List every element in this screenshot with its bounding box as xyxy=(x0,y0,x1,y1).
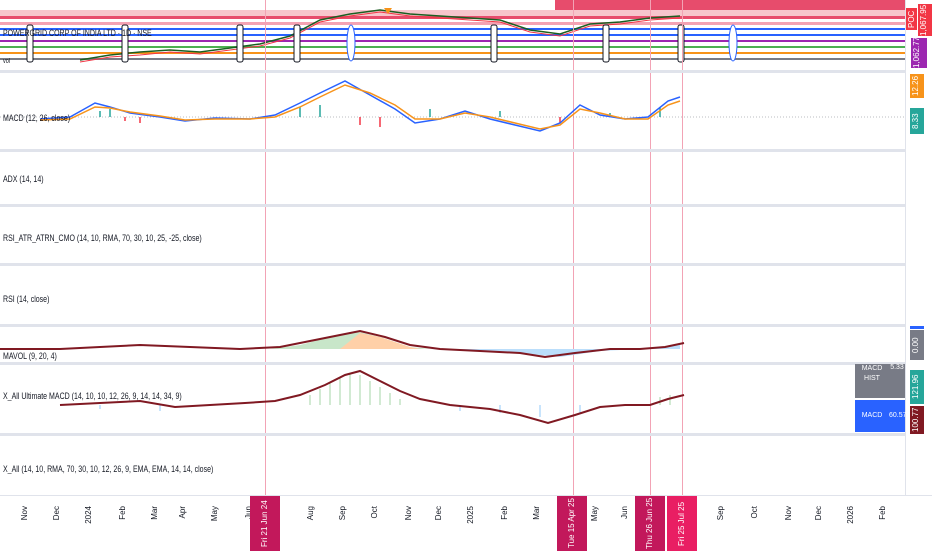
mavol-pane[interactable]: MAVOL (9, 20, 4) xyxy=(0,327,905,362)
time-axis-tick: Mar xyxy=(150,506,159,520)
rsi-atr-title: RSI_ATR_ATRN_CMO (14, 10, RMA, 70, 30, 1… xyxy=(3,233,202,243)
date-line-jun24 xyxy=(265,0,266,495)
time-axis-tick: Sep xyxy=(338,506,347,521)
rsi-pane[interactable]: RSI (14, close) xyxy=(0,266,905,324)
macd-tag-2: 8.33 xyxy=(910,108,924,134)
time-axis-tick: Dec xyxy=(814,506,823,521)
date-line-apr25 xyxy=(573,0,574,495)
time-axis-tick: Feb xyxy=(500,506,509,520)
pane-separator[interactable] xyxy=(0,149,932,152)
date-line-jul25 xyxy=(682,0,683,495)
time-axis-tick: Feb xyxy=(118,506,127,520)
time-axis-tick: Mar xyxy=(532,506,541,520)
table-header-value: 5.33 xyxy=(889,364,905,398)
time-axis-tick: May xyxy=(590,506,599,522)
time-axis-tick: May xyxy=(210,506,219,522)
pane-separator[interactable] xyxy=(0,204,932,207)
symbol-title: POWERGRID CORP OF INDIA LTD · 1D · NSE xyxy=(3,28,152,38)
price-tag-2: 1,062.77 xyxy=(911,38,927,68)
rsi-title: RSI (14, close) xyxy=(3,294,50,304)
time-axis-tick: 2025 xyxy=(466,506,475,524)
price-tag-1: 1,067.95 xyxy=(918,4,932,36)
price-scale[interactable]: POC 1,067.95 1,062.77 12.26 8.33 0.00 12… xyxy=(905,0,932,495)
table-row-label: MACD xyxy=(855,400,889,432)
macd-chart xyxy=(0,80,905,132)
rsi-atr-pane[interactable]: RSI_ATR_ATRN_CMO (14, 10, RMA, 70, 30, 1… xyxy=(0,207,905,263)
time-axis-tick: Nov xyxy=(20,506,29,521)
table-row-value: 60.57 xyxy=(889,400,907,432)
ultimate-macd-pane[interactable]: X_All Ultimate MACD (14, 10, 10, 12, 26,… xyxy=(0,365,905,433)
time-axis-highlight: Tue 15 Apr 25 xyxy=(557,496,587,551)
time-axis-tick: Oct xyxy=(370,506,379,519)
time-axis-highlight: Fri 25 Jul 25 xyxy=(667,496,697,551)
time-axis[interactable]: Nov Dec 2024 Feb Mar Apr May Jun Aug Sep Oct Nov Dec… xyxy=(0,495,932,551)
indicator-table: MACD HIST 5.33 MACD 60.57 xyxy=(855,364,907,432)
mavol-tag: 0.00 xyxy=(910,330,924,360)
time-axis-highlight: Fri 21 Jun 24 xyxy=(250,496,280,551)
time-axis-tick: Jun xyxy=(620,506,629,519)
time-axis-highlight: Thu 26 Jun 25 xyxy=(635,496,665,551)
adx-title: ADX (14, 14) xyxy=(3,174,44,184)
pane-separator[interactable] xyxy=(0,362,932,365)
time-axis-tick: 2024 xyxy=(84,506,93,524)
ultimate-macd-chart xyxy=(59,369,685,425)
mavol-scale-line xyxy=(910,326,924,329)
time-axis-tick: Nov xyxy=(404,506,413,521)
time-axis-tick: 2026 xyxy=(846,506,855,524)
macd-pane[interactable]: MACD (12, 26, close) xyxy=(0,73,905,149)
time-axis-tick: Dec xyxy=(434,506,443,521)
ultimate-tag-1: 121.96 xyxy=(910,370,924,404)
poc-tag: POC xyxy=(906,8,917,30)
volume-mark: vol xyxy=(3,58,10,65)
xall-title: X_All (14, 10, RMA, 70, 30, 10, 12, 26, … xyxy=(3,464,214,474)
price-chart xyxy=(0,0,905,63)
mavol-chart xyxy=(0,329,685,359)
ultimate-tag-2: 100.77 xyxy=(910,406,924,434)
table-header-label: MACD HIST xyxy=(855,364,889,398)
time-axis-tick: Apr xyxy=(178,506,187,519)
time-axis-tick: Oct xyxy=(750,506,759,519)
macd-tag-1: 12.26 xyxy=(910,74,924,98)
mavol-title: MAVOL (9, 20, 4) xyxy=(3,351,57,361)
ultimate-macd-title: X_All Ultimate MACD (14, 10, 10, 12, 26,… xyxy=(3,391,182,401)
xall-pane[interactable]: X_All (14, 10, RMA, 70, 30, 10, 12, 26, … xyxy=(0,436,905,495)
time-axis-tick: Nov xyxy=(784,506,793,521)
pane-separator[interactable] xyxy=(0,70,932,73)
time-axis-tick: Dec xyxy=(52,506,61,521)
date-line-jun25 xyxy=(650,0,651,495)
time-axis-tick: Sep xyxy=(716,506,725,521)
time-axis-tick: Aug xyxy=(306,506,315,521)
time-axis-tick: Feb xyxy=(878,506,887,520)
macd-title: MACD (12, 26, close) xyxy=(3,113,71,123)
adx-pane[interactable]: ADX (14, 14) xyxy=(0,152,905,204)
price-pane[interactable]: POWERGRID CORP OF INDIA LTD · 1D · NSE v… xyxy=(0,0,905,70)
pane-separator[interactable] xyxy=(0,263,932,266)
pane-separator[interactable] xyxy=(0,324,932,327)
pane-separator[interactable] xyxy=(0,433,932,436)
